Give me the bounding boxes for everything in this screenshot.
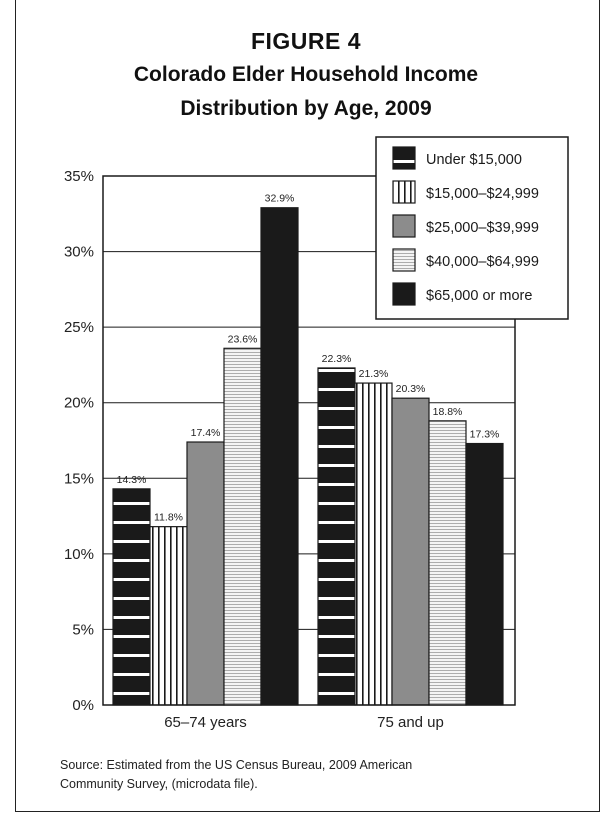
bar [465,442,504,706]
x-axis-labels: 65–74 years 75 and up [164,714,444,731]
legend-swatch [392,146,416,170]
legend-swatch [392,248,416,272]
legend-label: $40,000–$64,999 [426,254,539,270]
bar-value-label: 21.3% [359,368,389,380]
source-note: Source: Estimated from the US Census Bur… [60,756,580,794]
plot-area-border [102,175,516,706]
bar [260,207,299,706]
figure-frame [15,0,600,812]
figure-label: FIGURE 4 [250,28,362,54]
y-tick-label: 10% [64,546,94,563]
bar-value-label: 14.3% [117,474,147,486]
y-tick-label: 25% [64,319,94,336]
source-line1: Source: Estimated from the US Census Bur… [60,758,413,772]
bar-value-label: 32.9% [265,193,295,205]
bar [317,367,356,706]
bar-value-label: 20.3% [396,383,426,395]
bar [391,397,430,706]
bar-value-label: 23.6% [228,333,258,345]
legend-label: Under $15,000 [426,152,522,168]
bar [223,347,262,706]
legend-swatch [392,282,416,306]
figure-title-line2: Distribution by Age, 2009 [180,97,432,120]
y-tick-label: 0% [72,697,94,714]
source-line2: Community Survey, (microdata file). [60,777,258,791]
legend-swatch [392,180,416,204]
legend-swatch [392,214,416,238]
y-tick-label: 30% [64,244,94,261]
legend-label: $25,000–$39,999 [426,220,539,236]
bar [354,382,393,706]
y-tick-label: 15% [64,470,94,487]
bar [428,420,467,706]
legend: Under $15,000 $15,000–$24,999 $25,000–$39,… [375,136,569,320]
x-category-label: 65–74 years [164,714,247,731]
bar-series [112,207,504,706]
bar-value-labels: 14.3% 11.8% 17.4% 23.6% 32.9% 22.3% 21.3% 20.3%… [117,193,500,524]
bar-value-label: 17.3% [470,429,500,441]
bar-value-label: 22.3% [322,353,352,365]
y-tick-label: 35% [64,168,94,185]
bar-value-label: 11.8% [154,512,183,524]
y-tick-label: 20% [64,395,94,412]
bar-value-label: 18.8% [433,406,463,418]
legend-label: $65,000 or more [426,288,532,304]
legend-label: $15,000–$24,999 [426,186,539,202]
y-axis-ticks: 0% 5% 10% 15% 20% 25% 30% 35% [64,168,94,714]
bar [186,441,225,706]
bar [149,526,188,706]
figure-title-line1: Colorado Elder Household Income [133,63,479,86]
bar [112,488,151,706]
y-tick-label: 5% [72,621,94,638]
x-category-label: 75 and up [377,714,444,731]
bar-value-label: 17.4% [191,427,221,439]
